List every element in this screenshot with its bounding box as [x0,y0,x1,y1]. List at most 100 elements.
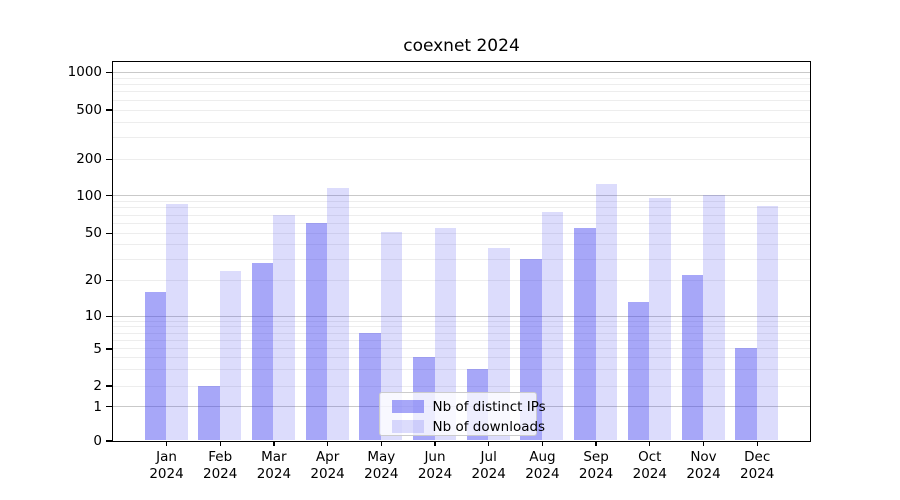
x-tick-label: Nov 2024 [686,449,721,482]
y-gridline-minor [112,279,810,281]
x-tick-mark [165,441,168,446]
x-tick-label: Jul 2024 [471,449,506,482]
y-gridline-major [112,71,810,73]
y-gridline-minor [112,332,810,334]
y-tick-label: 500 [76,102,102,119]
x-tick-mark [326,441,329,446]
y-gridline-minor [112,200,810,202]
legend-label-distinct-ips: Nb of distinct IPs [432,398,546,415]
bar-downloads-nov [703,195,725,441]
y-tick-mark [106,279,112,282]
y-tick-mark [106,406,112,408]
y-gridline-minor [112,77,810,79]
bar-downloads-sep [595,183,618,441]
chart-title: coexnet 2024 [403,36,520,56]
bar-downloads-feb [219,270,242,441]
bar-distinct-ips-nov [681,275,703,441]
bar-distinct-ips-may [359,332,381,441]
bar-distinct-ips-oct [627,302,650,441]
y-tick-mark [106,195,112,197]
bar-downloads-jan [166,204,188,441]
y-tick-label: 2 [93,378,102,394]
y-tick-label: 1 [93,398,102,415]
x-tick-mark [649,441,651,446]
x-tick-label: Sep 2024 [578,449,614,482]
y-gridline-minor [112,259,810,261]
y-gridline-minor [112,357,810,359]
y-gridline-major [112,195,810,197]
y-gridline-minor [112,369,810,371]
bar-downloads-aug [541,212,564,441]
bar-distinct-ips-feb [198,385,220,441]
y-tick-label: 0 [93,433,102,449]
x-tick-label: Aug 2024 [525,449,560,482]
y-gridline-minor [112,83,810,85]
bar-distinct-ips-jan [144,291,166,441]
x-tick-label: Feb 2024 [203,449,238,482]
bar-downloads-oct [649,197,671,441]
x-tick-label: Dec 2024 [740,449,775,482]
x-tick-mark [219,441,221,446]
y-tick-mark [106,71,112,73]
x-tick-label: Jun 2024 [417,449,453,482]
x-tick-label: May 2024 [364,449,399,482]
y-gridline-minor [112,158,810,160]
bar-distinct-ips-sep [574,227,596,441]
y-gridline-minor [112,137,810,139]
x-tick-mark [273,441,275,446]
y-gridline-minor [112,121,810,123]
y-tick-label: 1000 [67,64,102,81]
y-tick-mark [106,109,112,111]
bar-downloads-mar [273,214,295,441]
bar-downloads-jun [434,227,456,441]
y-tick-mark [106,440,112,442]
y-gridline-minor [112,232,810,234]
bar-downloads-apr [327,187,349,441]
legend: Nb of distinct IPs Nb of downloads [378,391,546,436]
x-tick-mark [380,441,382,446]
y-gridline-minor [112,207,810,209]
bar-downloads-dec [756,205,779,441]
y-gridline-minor [112,339,810,341]
bar-distinct-ips-mar [251,262,274,441]
x-tick-mark [595,441,597,446]
y-gridline-minor [112,385,810,387]
y-tick-label: 10 [84,308,102,325]
x-tick-label: Mar 2024 [256,449,292,482]
plot-area: Nb of distinct IPs Nb of downloads [111,60,811,442]
x-tick-mark [541,441,544,446]
bar-distinct-ips-dec [735,348,757,441]
y-tick-label: 5 [93,340,102,357]
y-gridline-minor [112,326,810,328]
y-tick-mark [106,348,112,350]
x-tick-mark [756,441,758,446]
legend-entry-downloads: Nb of downloads [391,419,545,435]
y-tick-mark [106,158,112,161]
y-tick-label: 100 [76,187,102,204]
legend-label-downloads: Nb of downloads [432,418,546,435]
legend-swatch-downloads [391,420,424,433]
y-tick-mark [106,385,112,387]
y-gridline-minor [112,91,810,93]
x-tick-label: Apr 2024 [310,449,345,482]
bar-distinct-ips-apr [305,222,328,441]
legend-swatch-distinct-ips [391,400,424,413]
x-tick-mark [702,441,705,446]
x-tick-label: Jan 2024 [149,449,184,482]
y-gridline-minor [112,214,810,216]
y-gridline-major [112,315,810,317]
y-gridline-minor [112,99,810,101]
x-tick-mark [488,441,490,446]
y-gridline-minor [112,320,810,322]
y-tick-mark [106,232,112,234]
y-gridline-minor [112,348,810,350]
y-gridline-minor [112,222,810,224]
bar-downloads-may [380,231,403,441]
y-tick-label: 20 [84,272,102,289]
x-tick-mark [434,441,436,446]
y-tick-label: 200 [76,151,102,168]
y-tick-mark [106,315,112,317]
legend-entry-distinct-ips: Nb of distinct IPs [391,399,546,415]
y-gridline-minor [112,109,810,111]
